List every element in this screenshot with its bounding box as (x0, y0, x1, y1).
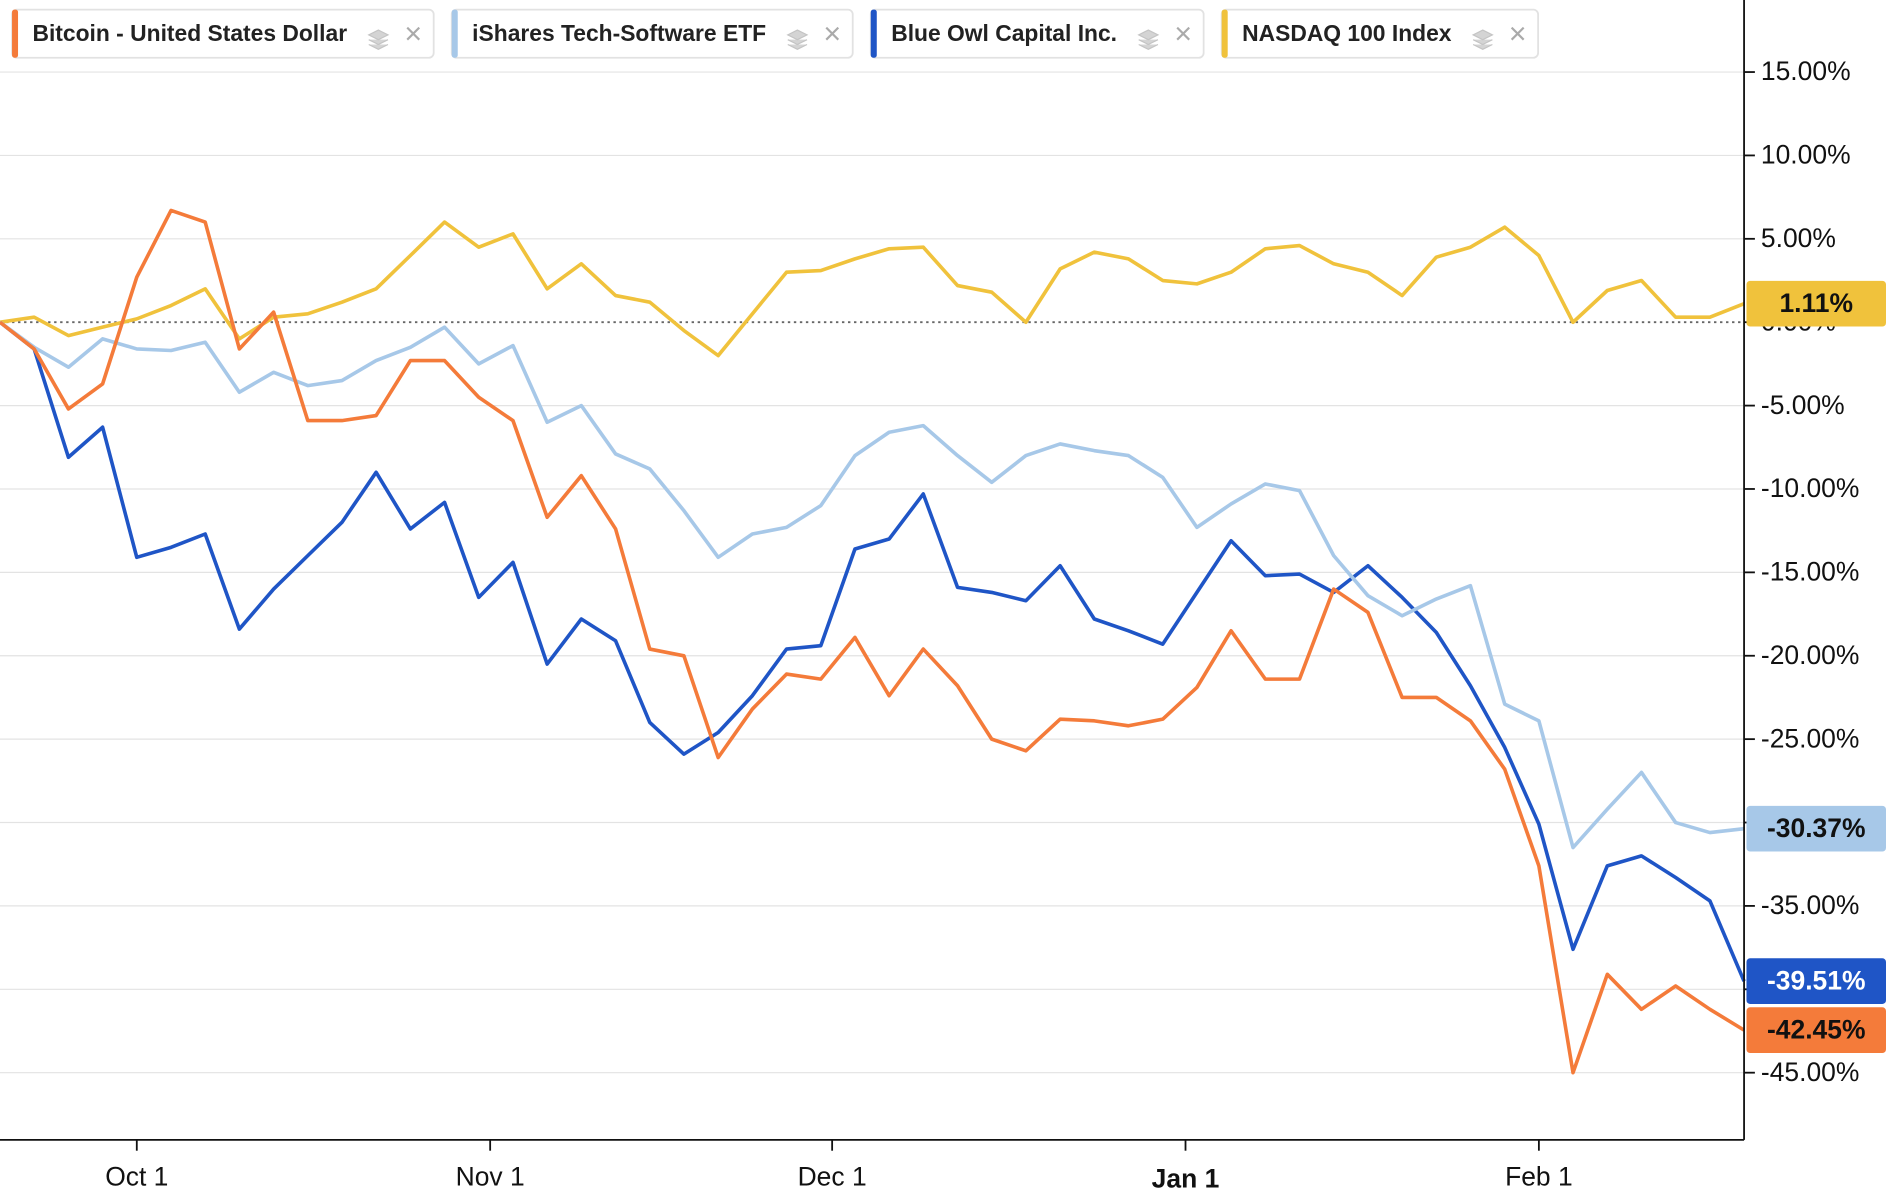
close-icon[interactable] (1510, 26, 1525, 41)
end-label: -39.51% (1767, 965, 1866, 995)
x-tick-label: Feb 1 (1505, 1161, 1573, 1191)
legend-swatch (1221, 9, 1228, 58)
end-label-box (1746, 1007, 1886, 1054)
layers-icon[interactable] (1137, 29, 1160, 50)
end-label-box (1746, 805, 1886, 852)
icon-shape (1176, 26, 1190, 41)
y-tick-label: -45.00% (1761, 1057, 1860, 1087)
legend-label: Blue Owl Capital Inc. (891, 20, 1117, 46)
x-tick-label: Dec 1 (798, 1161, 867, 1191)
grid (0, 71, 1745, 1074)
layers-icon[interactable] (1471, 29, 1494, 50)
x-tick-label: Jan 1 (1152, 1164, 1220, 1194)
icon-shape (825, 26, 840, 41)
end-labels: 1.11% -39.51% -30.37% -42.45% (1746, 280, 1886, 1054)
legend-label: NASDAQ 100 Index (1242, 20, 1452, 46)
legend-swatch (12, 9, 19, 58)
legend-label: Bitcoin - United States Dollar (32, 20, 347, 46)
y-tick-label: 10.00% (1761, 140, 1851, 170)
legend-item[interactable]: iShares Tech-Software ETF (450, 8, 854, 59)
y-tick-label: -35.00% (1761, 890, 1860, 920)
end-label: -42.45% (1767, 1014, 1866, 1044)
icon-shape (1510, 26, 1525, 41)
y-tick-label: -10.00% (1761, 473, 1860, 503)
legend-item[interactable]: Bitcoin - United States Dollar (11, 8, 435, 59)
x-tick-label: Nov 1 (456, 1161, 525, 1191)
series-line (0, 220, 1745, 358)
legend-item[interactable]: Blue Owl Capital Inc. (869, 8, 1205, 59)
close-icon[interactable] (406, 26, 421, 41)
plot (0, 208, 1746, 1075)
y-tick-label: -20.00% (1761, 640, 1860, 670)
series-line (0, 320, 1746, 982)
legend-swatch (870, 9, 877, 58)
icon-shape (406, 26, 421, 41)
x-tick-label: Oct 1 (105, 1161, 168, 1191)
end-label-box (1746, 280, 1886, 327)
layers-icon[interactable] (786, 29, 809, 50)
y-tick-label: -25.00% (1761, 723, 1860, 753)
close-icon[interactable] (825, 26, 840, 41)
layers-icon[interactable] (367, 29, 390, 50)
icon-shape (367, 29, 390, 50)
y-tick-label: 15.00% (1761, 56, 1851, 86)
series-line (0, 320, 1745, 850)
legend: Bitcoin - United States Dollar iShares Te… (11, 8, 1540, 59)
legend-swatch (451, 9, 458, 58)
end-label: -30.37% (1767, 813, 1866, 843)
close-icon[interactable] (1176, 26, 1190, 41)
icon-shape (1137, 29, 1160, 50)
icon-shape (786, 29, 809, 50)
y-tick-label: -15.00% (1761, 557, 1860, 587)
legend-label: iShares Tech-Software ETF (472, 20, 766, 46)
series-line (0, 208, 1746, 1075)
icon-shape (1471, 29, 1494, 50)
end-label-box (1746, 958, 1886, 1004)
y-tick-label: 5.00% (1761, 223, 1836, 253)
y-tick-label: -5.00% (1761, 390, 1845, 420)
end-label: 1.11% (1779, 288, 1853, 318)
legend-item[interactable]: NASDAQ 100 Index (1220, 8, 1540, 59)
